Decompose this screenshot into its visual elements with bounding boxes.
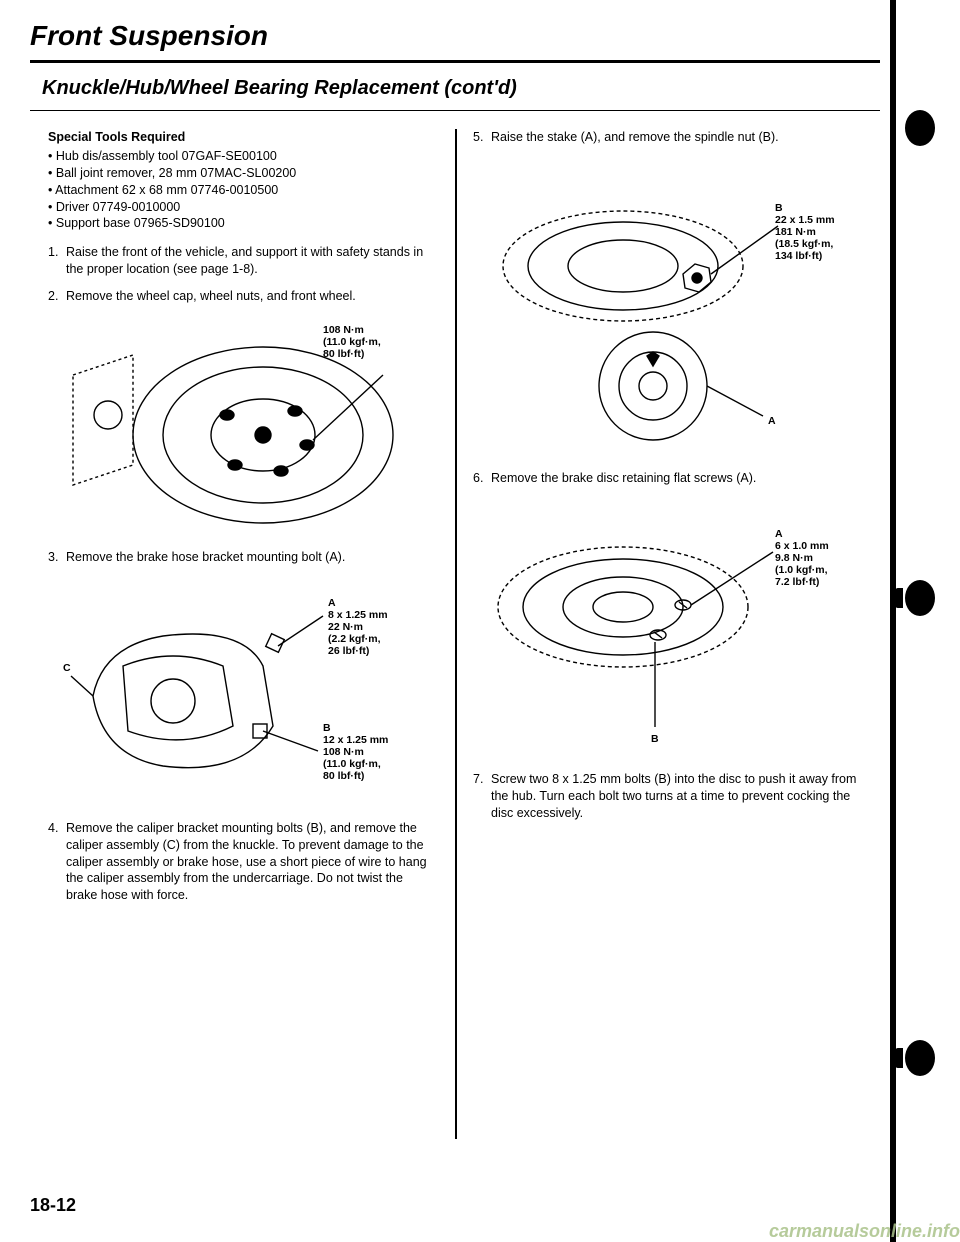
step-text: Raise the front of the vehicle, and supp… xyxy=(66,244,437,278)
step-number: 5. xyxy=(473,129,491,146)
left-column: Special Tools Required Hub dis/assembly … xyxy=(30,129,455,914)
step-list: 7. Screw two 8 x 1.25 mm bolts (B) into … xyxy=(473,771,862,822)
step-text: Remove the brake disc retaining flat scr… xyxy=(491,470,862,487)
tab-icon xyxy=(905,580,935,616)
step-number: 7. xyxy=(473,771,491,822)
step-number: 1. xyxy=(48,244,66,278)
step-list: 1. Raise the front of the vehicle, and s… xyxy=(48,244,437,305)
figure-wheel: 108 N·m (11.0 kgf·m, 80 lbf·ft) xyxy=(48,315,437,535)
step-number: 3. xyxy=(48,549,66,566)
manual-page: Front Suspension Knuckle/Hub/Wheel Beari… xyxy=(30,20,880,1220)
tool-item: Ball joint remover, 28 mm 07MAC-SL00200 xyxy=(48,165,437,182)
step-list: 5. Raise the stake (A), and remove the s… xyxy=(473,129,862,146)
tab-icon xyxy=(905,110,935,146)
tool-item: Support base 07965-SD90100 xyxy=(48,215,437,232)
page-number: 18-12 xyxy=(30,1195,76,1216)
torque-label-b: B 12 x 1.25 mm 108 N·m (11.0 kgf·m, 80 l… xyxy=(323,722,391,782)
step-item: 6. Remove the brake disc retaining flat … xyxy=(473,470,862,487)
step-number: 4. xyxy=(48,820,66,904)
step-list: 3. Remove the brake hose bracket mountin… xyxy=(48,549,437,566)
figure-disc-screws: A 6 x 1.0 mm 9.8 N·m (1.0 kgf·m, 7.2 lbf… xyxy=(473,497,862,757)
figure-spindle: B 22 x 1.5 mm 181 N·m (18.5 kgf·m, 134 l… xyxy=(473,156,862,456)
torque-label: 108 N·m (11.0 kgf·m, 80 lbf·ft) xyxy=(323,324,384,360)
step-number: 2. xyxy=(48,288,66,305)
step-text: Screw two 8 x 1.25 mm bolts (B) into the… xyxy=(491,771,862,822)
torque-label-b: B 22 x 1.5 mm 181 N·m (18.5 kgf·m, 134 l… xyxy=(775,202,837,262)
step-number: 6. xyxy=(473,470,491,487)
step-list: 6. Remove the brake disc retaining flat … xyxy=(473,470,862,487)
step-list: 4. Remove the caliper bracket mounting b… xyxy=(48,820,437,904)
step-item: 1. Raise the front of the vehicle, and s… xyxy=(48,244,437,278)
binder-edge xyxy=(890,0,940,1242)
rule xyxy=(30,110,880,111)
step-item: 7. Screw two 8 x 1.25 mm bolts (B) into … xyxy=(473,771,862,822)
torque-label-a: A 6 x 1.0 mm 9.8 N·m (1.0 kgf·m, 7.2 lbf… xyxy=(775,528,832,588)
step-item: 2. Remove the wheel cap, wheel nuts, and… xyxy=(48,288,437,305)
right-column: 5. Raise the stake (A), and remove the s… xyxy=(455,129,880,914)
tools-heading: Special Tools Required xyxy=(48,129,437,146)
rule xyxy=(30,60,880,63)
step-text: Raise the stake (A), and remove the spin… xyxy=(491,129,862,146)
label-b: B xyxy=(651,733,659,745)
tool-item: Attachment 62 x 68 mm 07746-0010500 xyxy=(48,182,437,199)
section-title: Front Suspension xyxy=(30,20,880,52)
tool-item: Hub dis/assembly tool 07GAF-SE00100 xyxy=(48,148,437,165)
tool-item: Driver 07749-0010000 xyxy=(48,199,437,216)
step-text: Remove the wheel cap, wheel nuts, and fr… xyxy=(66,288,437,305)
step-item: 5. Raise the stake (A), and remove the s… xyxy=(473,129,862,146)
two-column-layout: Special Tools Required Hub dis/assembly … xyxy=(30,129,880,914)
figure-caliper: C A 8 x 1.25 mm 22 N·m (2.2 kgf·m, 26 lb… xyxy=(48,576,437,806)
step-text: Remove the caliper bracket mounting bolt… xyxy=(66,820,437,904)
step-item: 3. Remove the brake hose bracket mountin… xyxy=(48,549,437,566)
subsection-title: Knuckle/Hub/Wheel Bearing Replacement (c… xyxy=(30,77,880,100)
tools-list: Hub dis/assembly tool 07GAF-SE00100 Ball… xyxy=(48,148,437,232)
tab-icon xyxy=(905,1040,935,1076)
torque-label-a: A 8 x 1.25 mm 22 N·m (2.2 kgf·m, 26 lbf·… xyxy=(328,597,390,657)
step-item: 4. Remove the caliper bracket mounting b… xyxy=(48,820,437,904)
column-divider xyxy=(455,129,457,1139)
label-c: C xyxy=(63,662,71,674)
step-text: Remove the brake hose bracket mounting b… xyxy=(66,549,437,566)
label-a: A xyxy=(768,415,776,427)
watermark: carmanualsonline.info xyxy=(769,1221,960,1242)
